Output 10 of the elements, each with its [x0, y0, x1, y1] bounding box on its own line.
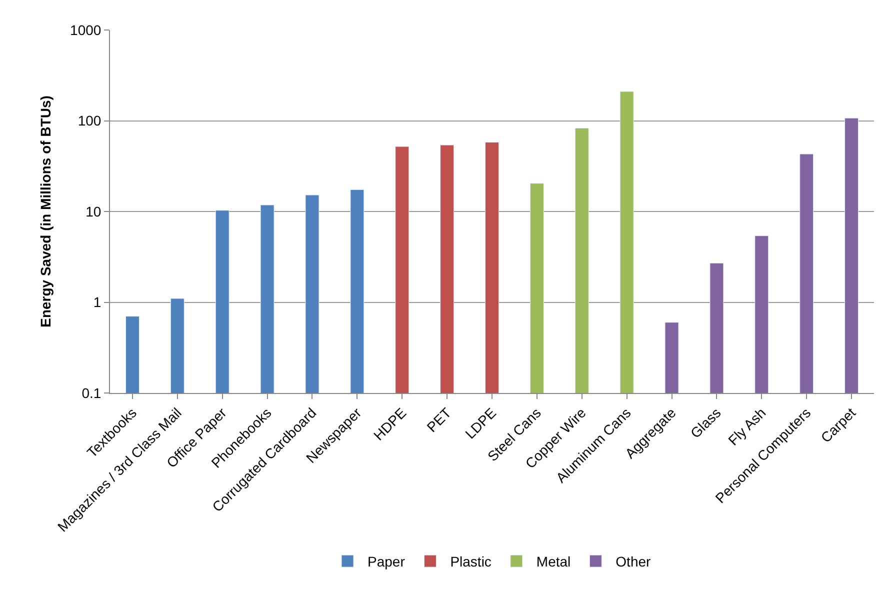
- legend-label: Plastic: [450, 554, 492, 570]
- y-tick-label: 1: [93, 294, 102, 310]
- legend-label: Other: [616, 554, 652, 570]
- y-tick-label: 0.1: [82, 384, 102, 401]
- legend-label: Paper: [368, 554, 406, 570]
- y-axis-title: Energy Saved (in Millions of BTUs): [38, 96, 54, 328]
- y-tick-label: 10: [86, 203, 102, 220]
- y-tick-label: 1000: [70, 22, 102, 38]
- y-tick-label: 100: [78, 112, 102, 129]
- legend-label: Metal: [536, 554, 571, 570]
